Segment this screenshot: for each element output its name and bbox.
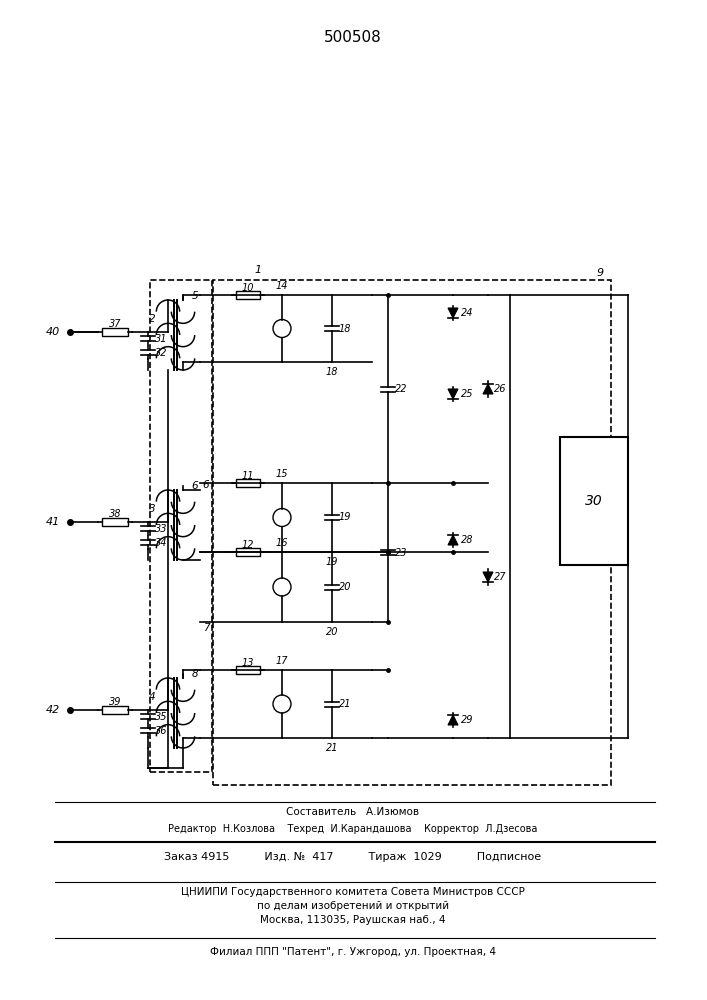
Text: 6: 6 bbox=[203, 480, 209, 490]
Text: 40: 40 bbox=[46, 327, 60, 337]
Text: 37: 37 bbox=[109, 319, 121, 329]
Text: 21: 21 bbox=[339, 699, 351, 709]
Text: 21: 21 bbox=[326, 743, 338, 753]
Text: 20: 20 bbox=[326, 627, 338, 637]
Text: 5: 5 bbox=[192, 291, 198, 301]
Polygon shape bbox=[483, 572, 493, 582]
Bar bbox=[213, 280, 611, 785]
Text: 2: 2 bbox=[148, 314, 156, 324]
Polygon shape bbox=[448, 535, 458, 545]
Text: Филиал ППП "Патент", г. Ужгород, ул. Проектная, 4: Филиал ППП "Патент", г. Ужгород, ул. Про… bbox=[210, 947, 496, 957]
Polygon shape bbox=[448, 308, 458, 318]
Text: 34: 34 bbox=[155, 538, 168, 548]
Text: 500508: 500508 bbox=[324, 30, 382, 45]
Bar bbox=[102, 706, 128, 714]
Text: 32: 32 bbox=[155, 348, 168, 358]
Polygon shape bbox=[483, 384, 493, 394]
Bar bbox=[560, 437, 628, 565]
Text: 39: 39 bbox=[109, 697, 121, 707]
Polygon shape bbox=[448, 715, 458, 725]
Text: Редактор  Н.Козлова    Техред  И.Карандашова    Корректор  Л.Дзесова: Редактор Н.Козлова Техред И.Карандашова … bbox=[168, 824, 538, 834]
Text: Москва, 113035, Раушская наб., 4: Москва, 113035, Раушская наб., 4 bbox=[260, 915, 445, 925]
Text: 25: 25 bbox=[461, 389, 473, 399]
Text: 13: 13 bbox=[242, 658, 255, 668]
Text: 26: 26 bbox=[493, 384, 506, 394]
Text: 42: 42 bbox=[46, 705, 60, 715]
Text: 3: 3 bbox=[148, 504, 156, 514]
Text: 36: 36 bbox=[155, 726, 168, 736]
Text: 31: 31 bbox=[155, 334, 168, 344]
Text: 38: 38 bbox=[109, 509, 121, 519]
Text: 1: 1 bbox=[255, 265, 262, 275]
Text: 11: 11 bbox=[242, 471, 255, 481]
Bar bbox=[236, 291, 260, 299]
Text: 10: 10 bbox=[242, 283, 255, 293]
Text: 8: 8 bbox=[192, 669, 198, 679]
Bar bbox=[150, 280, 212, 772]
Polygon shape bbox=[448, 389, 458, 399]
Bar bbox=[236, 479, 260, 487]
Text: по делам изобретений и открытий: по делам изобретений и открытий bbox=[257, 901, 449, 911]
Text: 33: 33 bbox=[155, 524, 168, 534]
Bar bbox=[102, 518, 128, 526]
Text: 4: 4 bbox=[148, 692, 156, 702]
Text: 14: 14 bbox=[276, 281, 288, 291]
Text: ЦНИИПИ Государственного комитета Совета Министров СССР: ЦНИИПИ Государственного комитета Совета … bbox=[181, 887, 525, 897]
Text: Заказ 4915          Изд. №  417          Тираж  1029          Подписное: Заказ 4915 Изд. № 417 Тираж 1029 Подписн… bbox=[165, 852, 542, 862]
Text: 19: 19 bbox=[339, 512, 351, 522]
Bar bbox=[236, 548, 260, 556]
Text: 19: 19 bbox=[326, 557, 338, 567]
Text: 17: 17 bbox=[276, 656, 288, 666]
Text: 6: 6 bbox=[192, 481, 198, 491]
Text: 15: 15 bbox=[276, 469, 288, 479]
Text: 24: 24 bbox=[461, 308, 473, 318]
Text: 22: 22 bbox=[395, 384, 407, 394]
Text: 7: 7 bbox=[203, 623, 209, 633]
Text: Составитель   А.Изюмов: Составитель А.Изюмов bbox=[286, 807, 419, 817]
Text: 27: 27 bbox=[493, 572, 506, 582]
Text: 20: 20 bbox=[339, 582, 351, 592]
Text: 9: 9 bbox=[597, 268, 604, 278]
Bar bbox=[236, 666, 260, 674]
Text: 30: 30 bbox=[585, 494, 603, 508]
Text: 23: 23 bbox=[395, 548, 407, 558]
Text: 12: 12 bbox=[242, 540, 255, 550]
Text: 28: 28 bbox=[461, 535, 473, 545]
Bar bbox=[102, 328, 128, 336]
Text: 16: 16 bbox=[276, 538, 288, 548]
Text: 18: 18 bbox=[326, 367, 338, 377]
Text: 35: 35 bbox=[155, 712, 168, 722]
Text: 18: 18 bbox=[339, 324, 351, 334]
Text: 29: 29 bbox=[461, 715, 473, 725]
Text: 41: 41 bbox=[46, 517, 60, 527]
